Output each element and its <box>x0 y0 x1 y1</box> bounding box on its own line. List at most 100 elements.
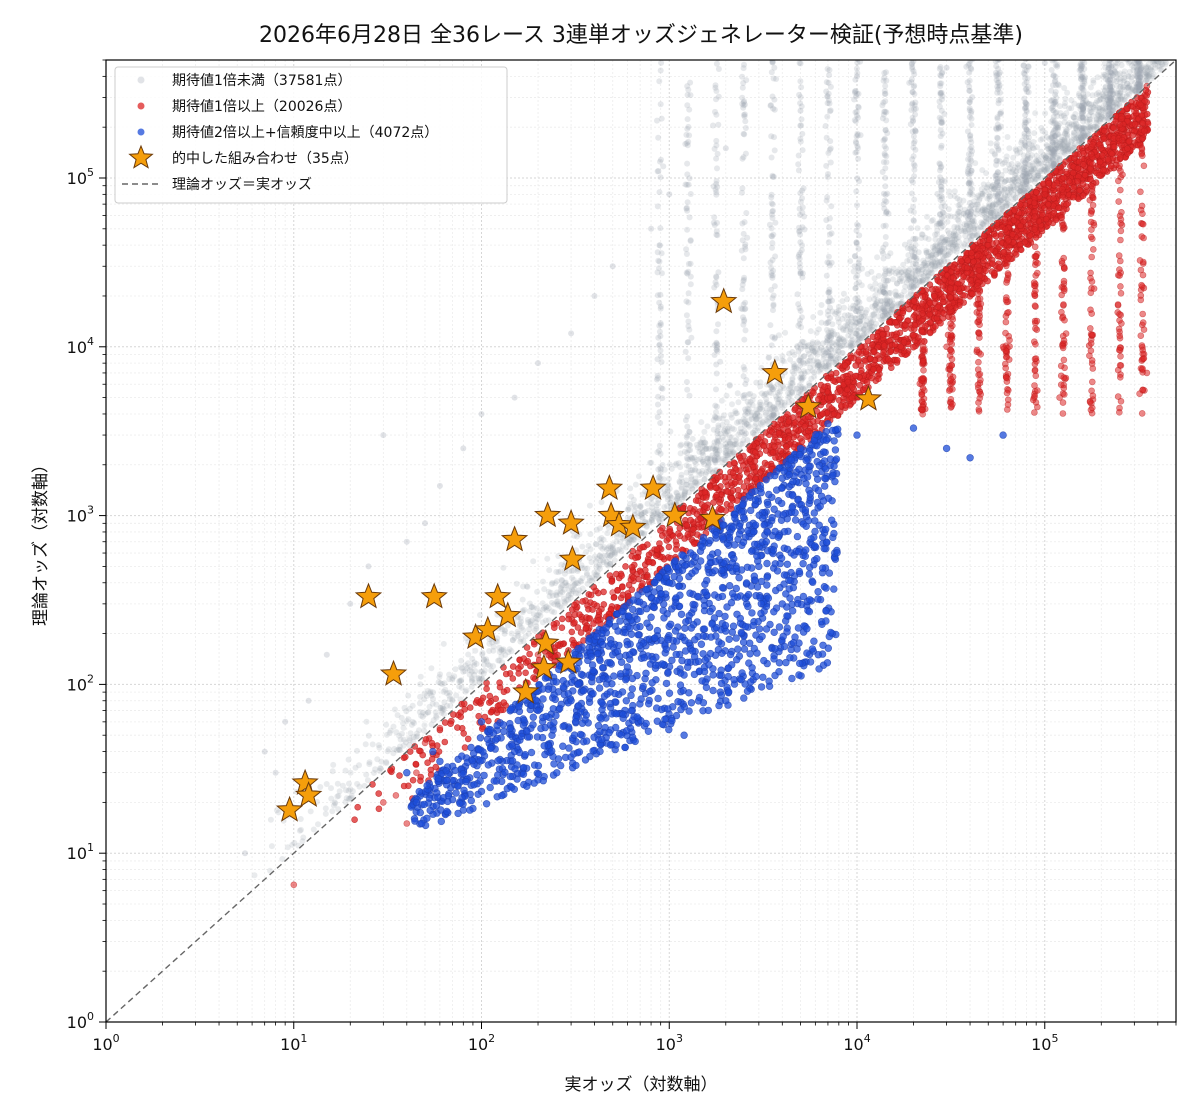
gray-point <box>882 234 889 240</box>
gray-point <box>390 723 397 730</box>
gray-point <box>1042 110 1049 117</box>
gray-point <box>809 347 816 353</box>
gray-point <box>422 710 429 717</box>
gray-point <box>742 406 749 413</box>
gray-point <box>884 301 891 308</box>
gray-point <box>866 296 873 303</box>
gray-point <box>352 764 359 771</box>
gray-point <box>712 279 719 286</box>
gray-point <box>685 447 692 454</box>
gray-point <box>988 183 995 190</box>
gray-point <box>424 709 431 716</box>
gray-point <box>385 746 392 753</box>
gray-point <box>570 567 577 574</box>
gray-point <box>1058 143 1065 150</box>
gray-point <box>1097 96 1104 102</box>
gray-point <box>912 264 919 271</box>
gray-point <box>597 557 604 564</box>
gray-point <box>1050 120 1057 127</box>
gray-point <box>779 357 786 364</box>
gray-point <box>713 340 720 347</box>
gray-point <box>607 552 614 559</box>
gray-point <box>548 608 555 615</box>
gray-point <box>397 747 403 753</box>
gray-point <box>1143 51 1149 57</box>
gray-point <box>850 268 857 275</box>
gray-point <box>722 430 729 436</box>
gray-point <box>979 191 986 198</box>
gray-point <box>1112 63 1119 70</box>
gray-point <box>535 360 541 367</box>
gray-point <box>1077 60 1084 67</box>
gray-point <box>648 517 655 524</box>
gray-point <box>1008 187 1015 194</box>
gray-point <box>1121 52 1127 58</box>
gray-point <box>817 363 824 370</box>
gray-point <box>722 447 729 454</box>
gray-point <box>793 385 800 392</box>
gray-point <box>854 60 861 66</box>
gray-point <box>654 249 661 256</box>
gray-point <box>715 121 722 128</box>
gray-point <box>1010 154 1017 161</box>
gray-point <box>831 359 838 366</box>
gray-point <box>598 553 605 560</box>
gray-point <box>659 385 666 392</box>
gray-point <box>977 224 984 231</box>
gray-point <box>1097 115 1104 122</box>
red-point <box>396 772 403 779</box>
gray-point <box>686 175 693 182</box>
gray-point <box>735 399 742 406</box>
gray-point <box>1029 152 1035 159</box>
gray-point <box>460 445 467 452</box>
gray-point <box>912 282 919 289</box>
gray-point <box>413 734 419 741</box>
gray-point <box>871 275 878 282</box>
gray-point <box>766 406 773 413</box>
gray-point <box>869 311 876 318</box>
gray-point <box>1134 53 1140 59</box>
gray-point <box>1028 177 1034 184</box>
gray-point <box>592 541 599 548</box>
gray-point <box>596 553 603 559</box>
gray-point <box>519 607 526 614</box>
gray-point <box>733 441 740 447</box>
gray-point <box>855 327 862 334</box>
gray-point <box>936 263 943 270</box>
gray-point <box>742 241 749 248</box>
gray-point <box>1115 76 1122 83</box>
gray-point <box>868 320 875 327</box>
gray-point <box>872 302 878 309</box>
gray-point <box>1139 52 1145 58</box>
gray-point <box>1047 149 1054 156</box>
gray-point <box>742 417 748 424</box>
gray-point <box>722 145 729 152</box>
gray-point <box>328 795 335 802</box>
gray-point <box>586 502 593 509</box>
gray-point <box>811 349 817 356</box>
gray-point <box>684 481 690 488</box>
gray-point <box>726 440 733 447</box>
gray-point <box>422 520 428 527</box>
gray-point <box>713 155 720 162</box>
gray-point <box>822 364 829 371</box>
gray-point <box>991 213 998 220</box>
gray-point <box>940 209 947 216</box>
gray-point <box>881 91 888 97</box>
gray-point <box>941 203 948 210</box>
gray-point <box>1159 52 1165 58</box>
gray-point <box>1104 97 1111 104</box>
red-point <box>454 724 461 731</box>
gray-point <box>863 307 870 313</box>
gray-point <box>914 225 921 232</box>
gray-point <box>857 335 864 342</box>
gray-point <box>343 795 350 802</box>
gray-point <box>768 342 775 349</box>
gray-point <box>741 419 748 426</box>
gray-point <box>852 52 858 58</box>
gray-point <box>1023 134 1030 141</box>
gray-point <box>928 261 935 268</box>
gray-point <box>1066 105 1073 112</box>
gray-point <box>425 709 432 716</box>
gray-point <box>741 336 748 343</box>
